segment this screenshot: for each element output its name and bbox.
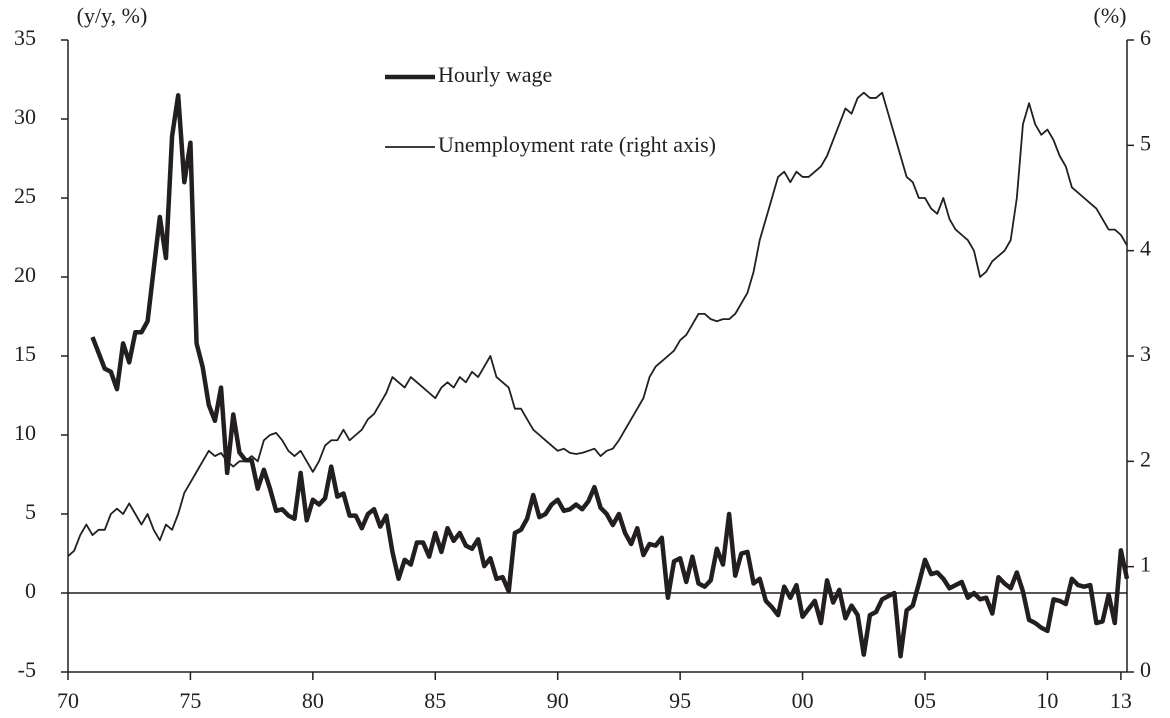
y-tick-label: 5	[25, 499, 36, 524]
x-tick-label: 75	[179, 688, 201, 713]
y-tick-label: 30	[14, 104, 36, 129]
y2-tick-label: 2	[1140, 446, 1151, 471]
x-tick-label: 00	[792, 688, 814, 713]
y-tick-label: 10	[14, 420, 36, 445]
y2-tick-label: 3	[1140, 341, 1151, 366]
series-line	[67, 91, 1128, 557]
x-tick-label: 80	[302, 688, 324, 713]
y2-axis-label: (%)	[1094, 3, 1127, 28]
y-axis-label: (y/y, %)	[77, 3, 148, 28]
y-tick-label: -5	[18, 657, 36, 682]
y-tick-label: 0	[25, 578, 36, 603]
y-tick-label: 15	[14, 341, 36, 366]
legend-label: Unemployment rate (right axis)	[438, 132, 716, 157]
x-tick-label: 70	[57, 688, 79, 713]
x-tick-label: 95	[669, 688, 691, 713]
y2-tick-label: 6	[1140, 25, 1151, 50]
y2-tick-label: 0	[1140, 657, 1151, 682]
y-tick-label: 25	[14, 183, 36, 208]
x-tick-label: 05	[914, 688, 936, 713]
x-tick-label: 10	[1036, 688, 1058, 713]
x-tick-label: 13	[1110, 688, 1132, 713]
x-tick-label: 85	[424, 688, 446, 713]
x-tick-label: 90	[547, 688, 569, 713]
series-line	[90, 93, 1130, 659]
legend-label: Hourly wage	[438, 62, 552, 87]
y2-tick-label: 1	[1140, 552, 1151, 577]
y2-tick-label: 4	[1140, 236, 1151, 261]
y2-tick-label: 5	[1140, 130, 1151, 155]
y-tick-label: 20	[14, 262, 36, 287]
y-tick-label: 35	[14, 25, 36, 50]
